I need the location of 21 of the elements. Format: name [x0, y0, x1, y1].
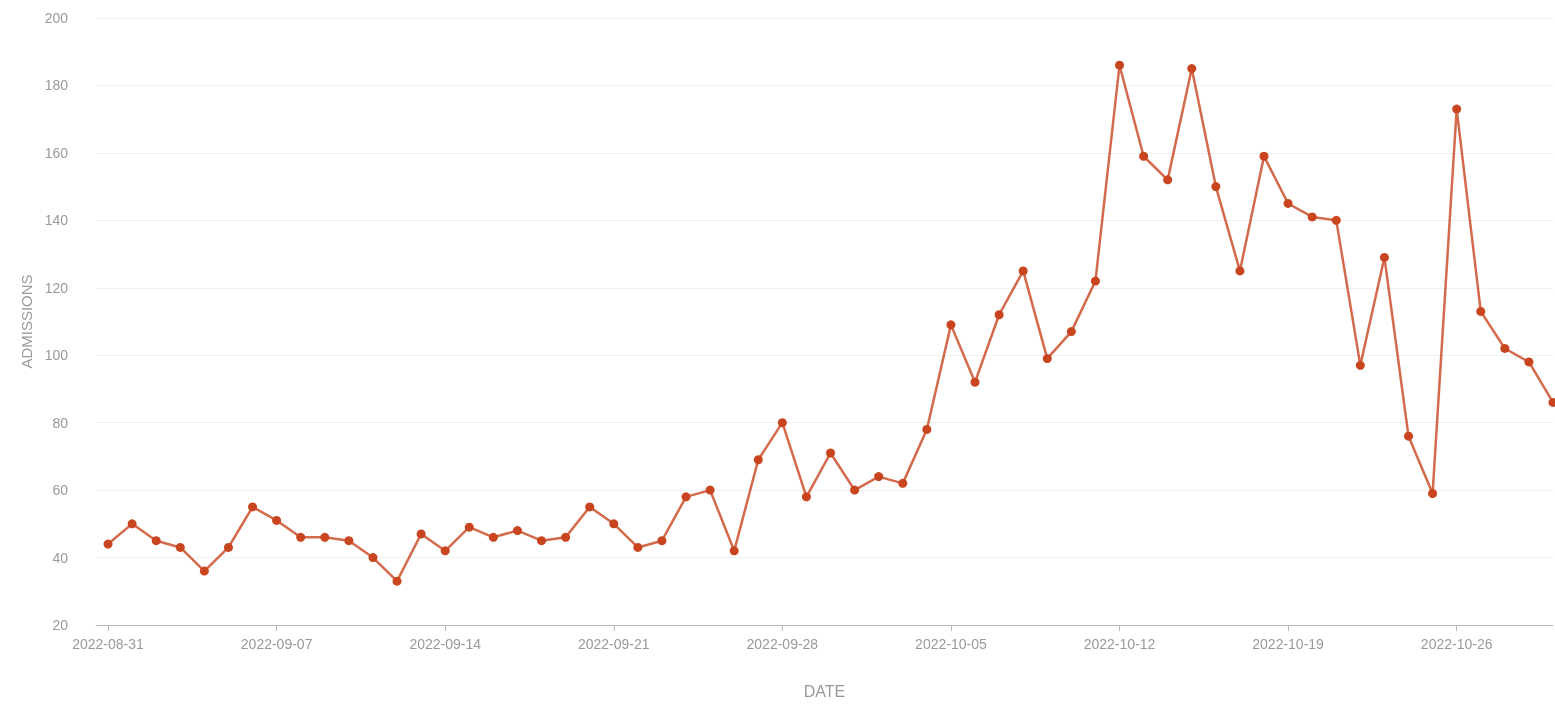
y-tick-label: 160 — [44, 144, 69, 161]
y-tick-label: 40 — [52, 549, 69, 566]
y-tick-label: 20 — [52, 617, 69, 633]
x-tick-label: 2022-09-14 — [409, 636, 482, 652]
x-tick-label: 2022-10-05 — [915, 636, 987, 652]
y-tick-label: 80 — [52, 414, 69, 431]
x-tick-label: 2022-10-12 — [1083, 636, 1156, 652]
y-tick-label: 100 — [44, 347, 69, 364]
y-tick-label: 120 — [44, 279, 69, 296]
x-tick-label: 2022-10-26 — [1420, 636, 1493, 652]
y-axis-title: ADMISSIONS — [17, 274, 35, 369]
y-tick-label: 60 — [52, 482, 69, 499]
x-tick-label: 2022-09-28 — [746, 636, 819, 652]
x-tick-label: 2022-09-07 — [240, 636, 313, 652]
x-tick-label: 2022-10-19 — [1252, 636, 1325, 652]
x-tick-label: 2022-09-21 — [577, 636, 650, 652]
y-tick-label: 200 — [44, 10, 69, 26]
x-tick-label: 2022-08-31 — [72, 636, 145, 652]
y-tick-label: 140 — [44, 212, 69, 229]
y-tick-label: 180 — [44, 77, 69, 94]
x-axis-title: DATE — [803, 682, 846, 700]
